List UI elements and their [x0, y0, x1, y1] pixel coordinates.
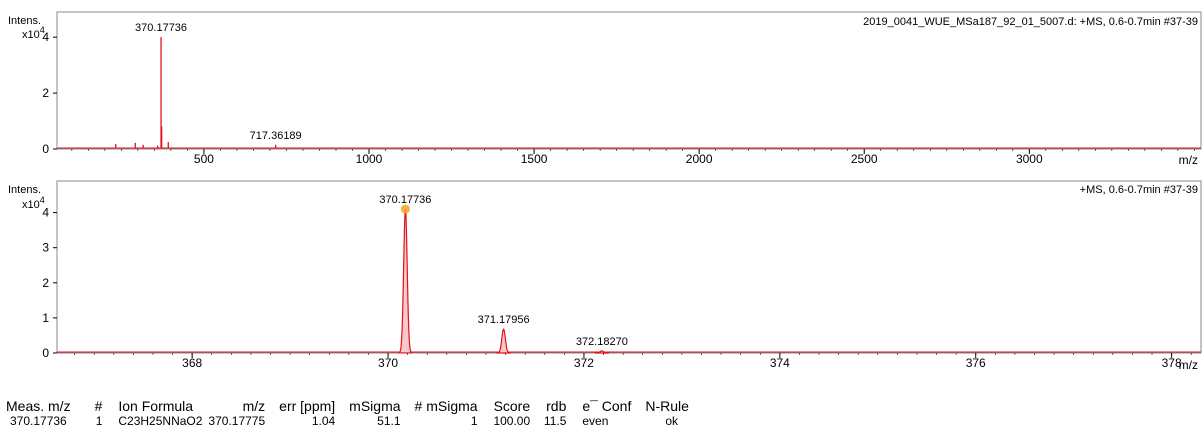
peak-labels: 370.17736 717.36189	[135, 22, 302, 142]
cell-mz: 370.17775	[208, 414, 266, 428]
x-tick-label: 2500	[851, 152, 878, 166]
col-mz: m/z	[242, 398, 266, 414]
cell-n-rule: ok	[665, 414, 679, 428]
cell-electron-conf: even	[582, 414, 609, 428]
x-tick-label: 376	[966, 356, 986, 370]
peak-series	[57, 37, 1201, 149]
spectrum-title: 2019_0041_WUE_MSa187_92_01_5007.d: +MS, …	[863, 16, 1198, 28]
col-msigma-rank: # mSigma	[414, 398, 478, 414]
full-spectrum-panel: Intens. x104 2019_0041_WUE_MSa187_92_01_…	[8, 11, 1202, 167]
y-axis-multiplier: x104	[22, 195, 45, 211]
y-tick-label: 2	[42, 276, 49, 290]
spectrum-peak	[398, 208, 413, 354]
cell-err-ppm: 1.04	[311, 414, 336, 428]
x-tick-label: 2000	[686, 152, 713, 166]
x-tick-label: 378	[1162, 356, 1182, 370]
spectrum-peak	[594, 350, 609, 354]
peak-series	[57, 208, 1201, 354]
peak-labels: 370.17736 371.17956 372.18270	[379, 194, 627, 348]
col-msigma: mSigma	[349, 398, 401, 414]
spectrum-title: +MS, 0.6-0.7min #37-39	[1080, 184, 1198, 196]
x-axis: 500 1000 1500 2000 2500 3000	[71, 149, 1195, 166]
x-tick-label: 370	[378, 356, 398, 370]
x-tick-label: 368	[182, 356, 202, 370]
x-axis-label: m/z	[1179, 358, 1198, 372]
plot-frame	[56, 11, 1202, 150]
peak-mz-label: 372.18270	[576, 336, 628, 348]
x-tick-label: 372	[574, 356, 594, 370]
cell-ion-formula: C23H25NNaO2	[118, 414, 203, 428]
y-tick-label: 1	[42, 311, 49, 325]
cell-msigma-rank: 1	[470, 414, 478, 428]
x-tick-label: 374	[770, 356, 790, 370]
y-tick-label: 0	[42, 346, 49, 360]
formula-results-table: Meas. m/z # Ion Formula m/z err [ppm] mS…	[6, 399, 826, 429]
col-score: Score	[493, 398, 531, 414]
peak-mz-label: 370.17736	[135, 22, 187, 34]
y-axis-label: Intens.	[8, 184, 41, 196]
x-axis-label: m/z	[1179, 153, 1198, 167]
cell-rank: 1	[95, 414, 103, 428]
x-tick-label: 1000	[356, 152, 383, 166]
col-meas-mz: Meas. m/z	[6, 398, 71, 414]
col-err-ppm: err [ppm]	[279, 398, 336, 414]
x-tick-label: 1500	[521, 152, 548, 166]
y-tick-label: 2	[42, 86, 49, 100]
cell-msigma: 51.1	[377, 414, 401, 428]
col-rdb: rdb	[546, 398, 567, 414]
plot-frame	[56, 180, 1202, 354]
cell-score: 100.00	[493, 414, 531, 428]
zoom-spectrum-panel: Intens. x104 +MS, 0.6-0.7min #37-39 m/z …	[8, 180, 1202, 372]
peak-mz-label: 370.17736	[379, 194, 431, 206]
selected-peak-marker	[400, 204, 410, 214]
peak-mz-label: 371.17956	[478, 314, 530, 326]
x-tick-label: 500	[194, 152, 214, 166]
y-axis-multiplier-exponent: 4	[40, 25, 45, 35]
y-axis-multiplier-exponent: 4	[40, 195, 45, 205]
y-axis-label: Intens.	[8, 15, 41, 27]
y-axis: 0 2 4	[42, 30, 57, 156]
y-axis-multiplier-base: x10	[22, 29, 40, 41]
col-n-rule: N-Rule	[645, 398, 689, 414]
col-ion-formula: Ion Formula	[118, 398, 194, 414]
x-axis: 368 370 372 374 376 378	[74, 353, 1192, 370]
peak-mz-label: 717.36189	[250, 130, 302, 142]
y-axis-multiplier-base: x10	[22, 199, 40, 211]
y-tick-label: 4	[42, 30, 49, 44]
cell-meas-mz: 370.17736	[10, 414, 67, 428]
y-tick-label: 3	[42, 241, 49, 255]
results-row: 370.17736 1 C23H25NNaO2 370.17775 1.04 5…	[6, 414, 695, 428]
x-tick-label: 3000	[1016, 152, 1043, 166]
col-electron-conf: e¯ Conf	[582, 398, 632, 414]
y-axis-multiplier: x104	[22, 25, 45, 41]
cell-rdb: 11.5	[543, 414, 567, 428]
results-header-row: Meas. m/z # Ion Formula m/z err [ppm] mS…	[6, 399, 695, 414]
y-tick-label: 0	[42, 142, 49, 156]
spectrum-peak	[496, 328, 511, 354]
y-axis: 0 1 2 3 4	[42, 206, 57, 360]
col-rank: #	[94, 398, 103, 414]
y-tick-label: 4	[42, 206, 49, 220]
